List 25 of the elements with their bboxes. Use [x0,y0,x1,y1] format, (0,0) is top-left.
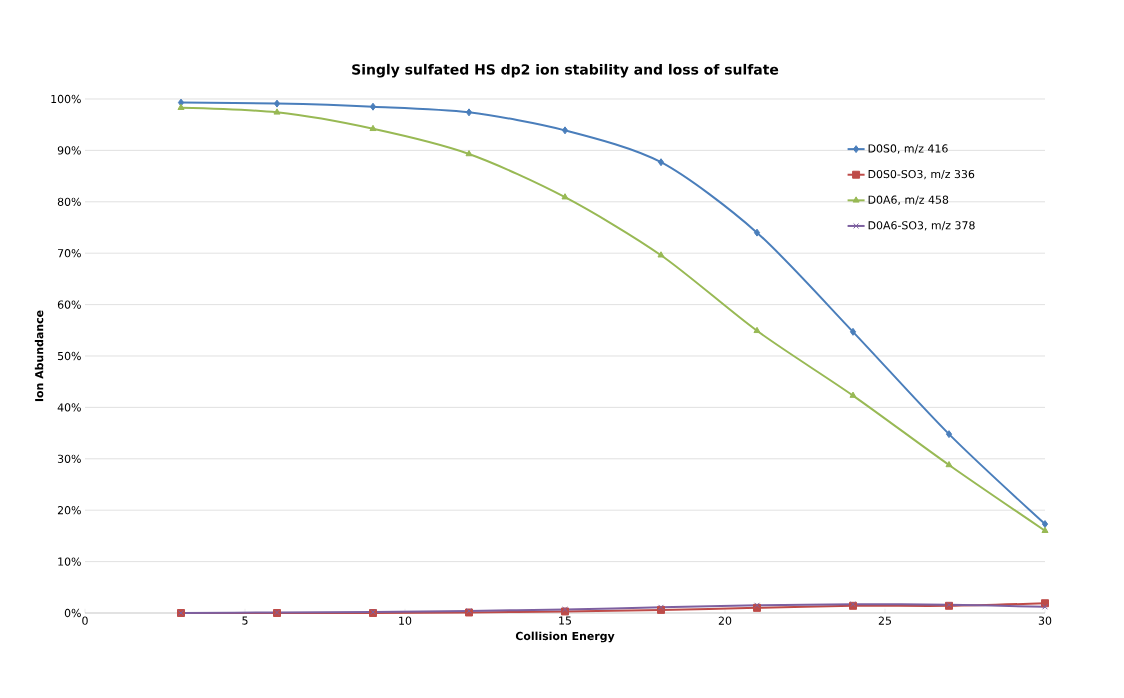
y-axis-title: Ion Abundance [34,310,44,402]
y-tick-label: 50% [57,351,81,361]
x-tick-label: 20 [718,616,732,625]
x-tick-label: 30 [1038,616,1052,625]
legend-label: D0A6, m/z 458 [868,195,949,205]
y-tick-label: 100% [51,94,81,104]
y-tick-label: 20% [57,506,81,515]
x-tick-label: 0 [82,616,88,625]
y-tick-label: 10% [58,557,81,566]
legend-label: D0A6-SO3, m/z 378 [868,221,975,231]
legend-label: D0S0-SO3, m/z 336 [868,169,975,180]
y-tick-label: 40% [57,403,81,412]
y-tick-label: 70% [58,249,81,258]
y-tick-label: 80% [57,197,81,206]
x-axis-title: Collision Energy [515,631,615,643]
legend-label: D0S0, m/z 416 [868,144,948,154]
x-tick-label: 15 [559,616,572,625]
y-tick-label: 90% [57,146,81,155]
chart-title: Singly sulfated HS dp2 ion stability and loss of sulfate [352,63,779,78]
y-tick-label: 30% [57,454,81,463]
x-tick-label: 5 [242,616,248,625]
y-tick-label: 60% [57,300,81,309]
y-tick-label: 0% [64,608,81,618]
x-tick-label: 25 [878,616,892,625]
x-tick-label: 10 [399,616,412,625]
